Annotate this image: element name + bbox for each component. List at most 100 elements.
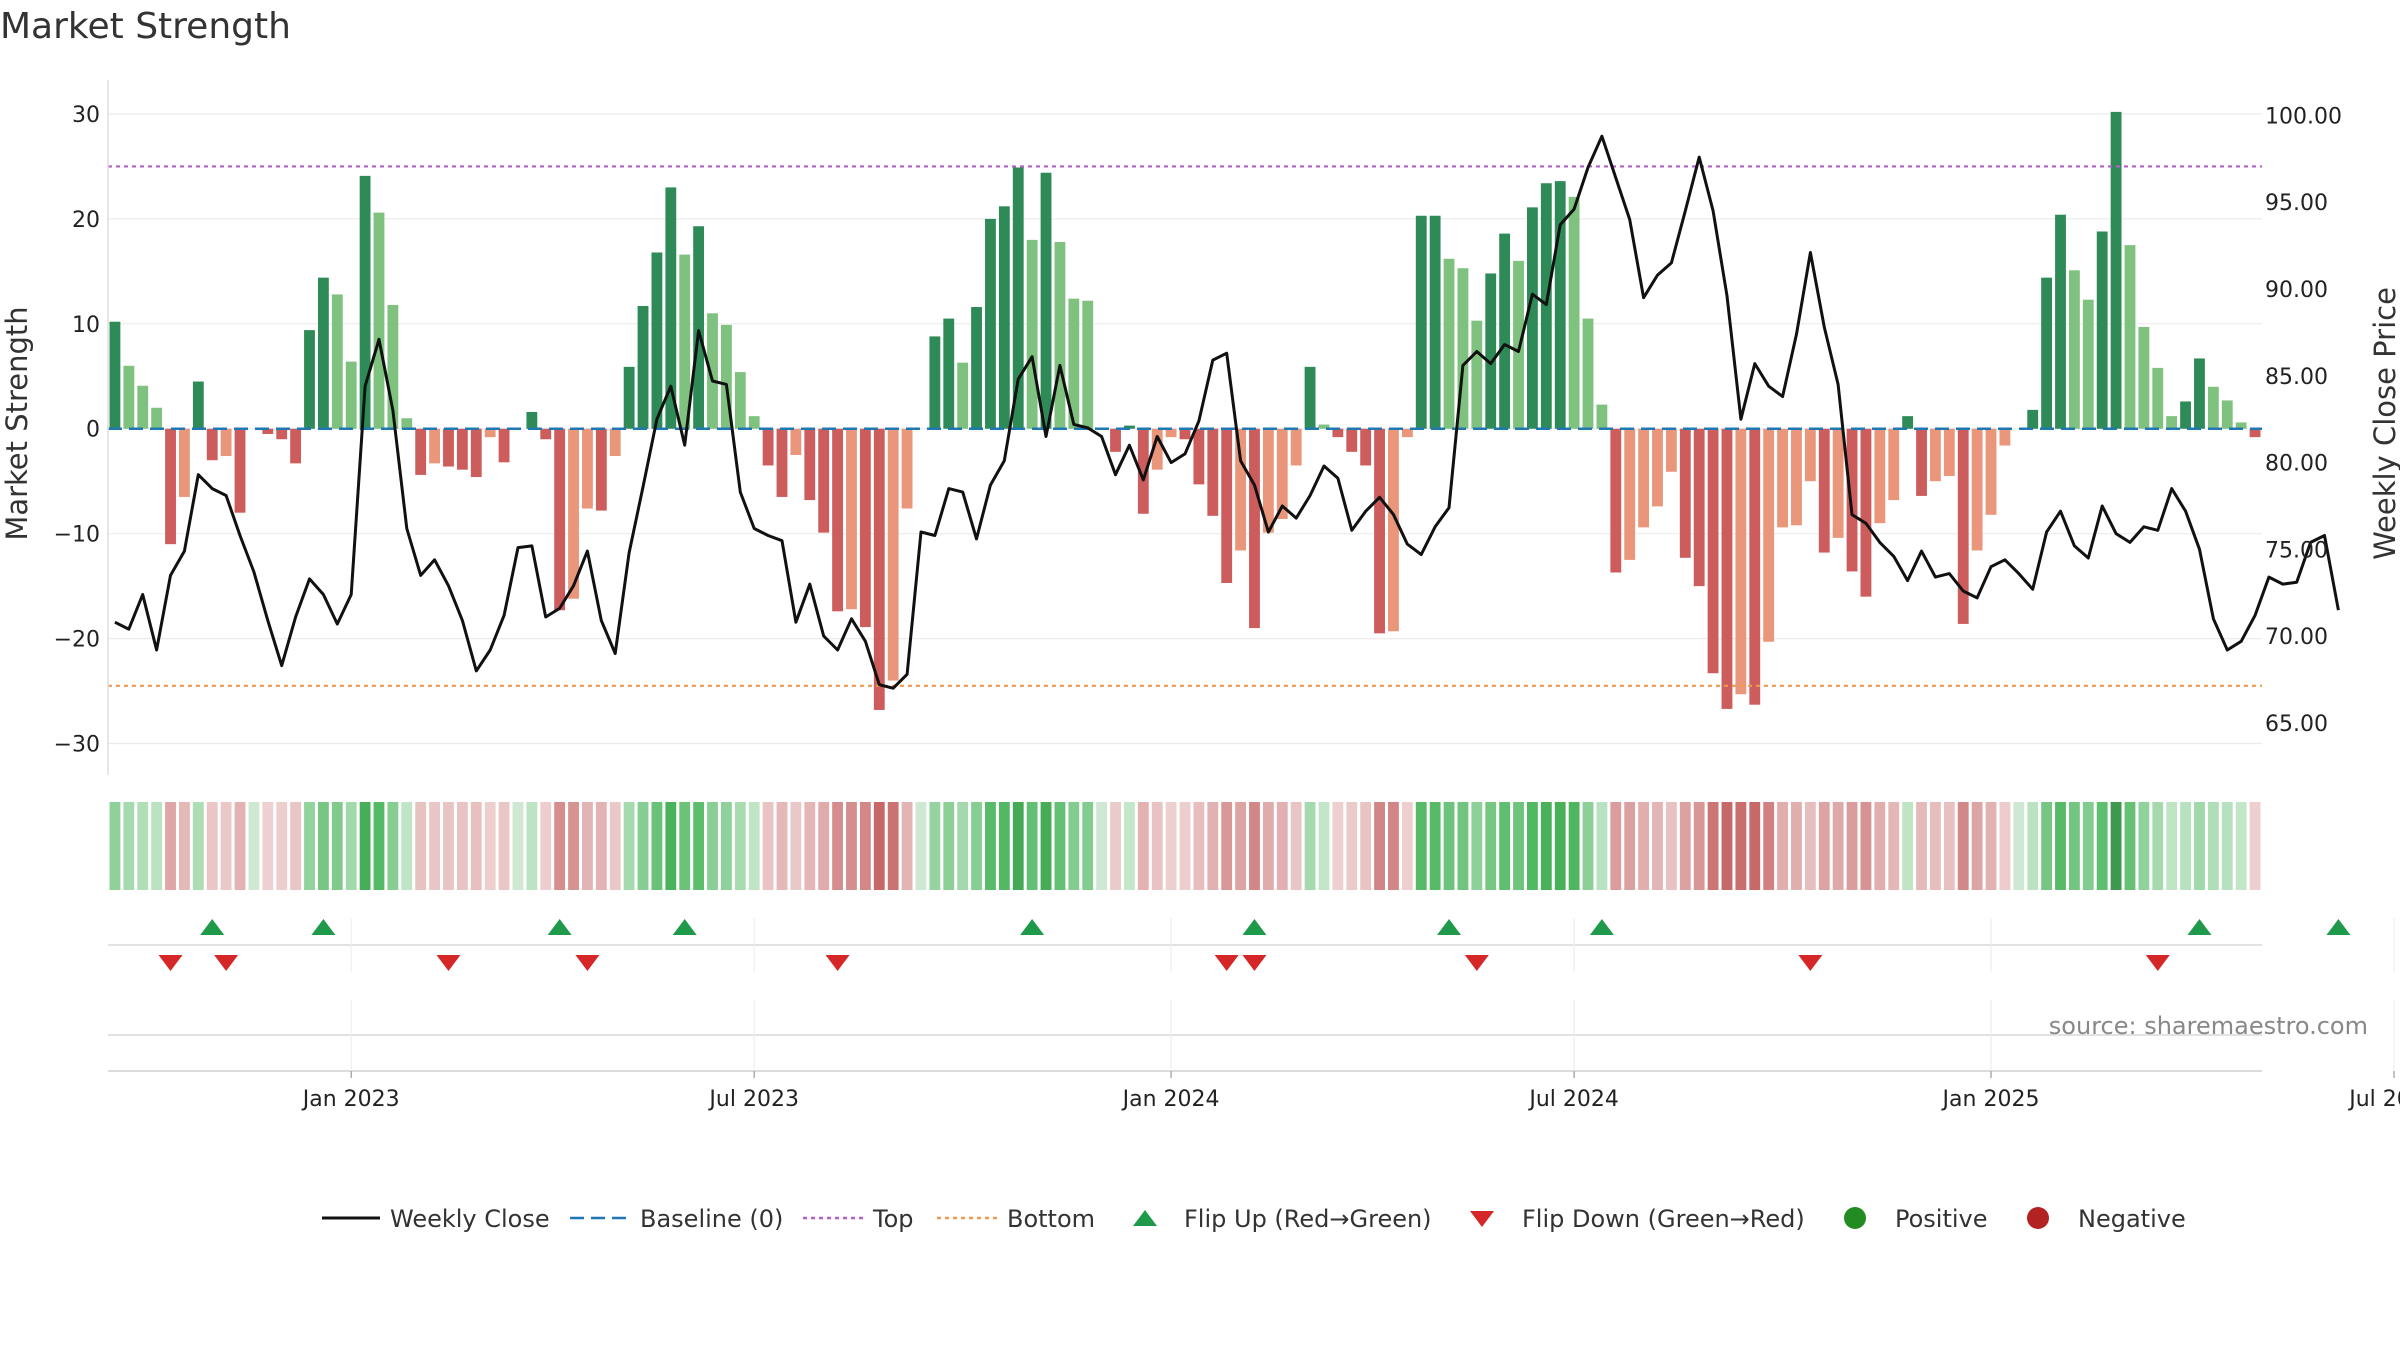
strength-bar	[2138, 326, 2150, 429]
heat-cell	[1526, 802, 1538, 890]
strength-bar	[2110, 111, 2122, 429]
heat-cell	[762, 802, 774, 890]
strength-bar	[1068, 298, 1080, 429]
heat-cell	[873, 802, 885, 890]
strength-bar	[1568, 196, 1580, 429]
strength-bar	[1888, 428, 1900, 501]
strength-bar	[1846, 428, 1858, 572]
strength-bar	[2249, 428, 2261, 438]
strength-bar	[707, 313, 718, 429]
heat-cell	[2110, 802, 2122, 890]
strength-bar	[679, 254, 691, 429]
heat-cell	[998, 802, 1010, 890]
strength-bar	[109, 321, 121, 429]
heat-cell	[1971, 802, 1983, 890]
heat-cell	[887, 802, 899, 890]
heat-cell	[484, 802, 496, 890]
strength-bar	[1151, 428, 1163, 470]
heat-cell	[1457, 802, 1469, 890]
heat-cell	[137, 802, 149, 890]
strength-bar	[151, 407, 163, 429]
heat-cell	[2152, 802, 2164, 890]
strength-bar	[1374, 428, 1385, 634]
strength-bar	[2235, 422, 2247, 429]
heat-cell	[304, 802, 315, 890]
strength-bar	[443, 428, 454, 467]
heat-cell	[957, 802, 969, 890]
strength-bar	[762, 428, 774, 466]
heat-cell	[1957, 802, 1969, 890]
heat-cell	[1040, 802, 1052, 890]
strength-bar	[317, 277, 329, 429]
heat-cell	[1249, 802, 1260, 890]
heat-cell	[234, 802, 246, 890]
heat-cell	[1151, 802, 1163, 890]
strength-bar	[540, 428, 552, 440]
strength-bar	[276, 428, 288, 440]
heat-cell	[262, 802, 274, 890]
heat-cell	[1221, 802, 1233, 890]
heat-cell	[1360, 802, 1372, 890]
heat-cell	[790, 802, 802, 890]
y-tick-label: 0	[86, 418, 100, 443]
x-tick-label: Jul 2023	[707, 1087, 799, 1112]
flip-up-marker	[2326, 919, 2351, 935]
heat-cell	[2180, 802, 2191, 890]
heat-cell	[609, 802, 621, 890]
flip-down-marker	[1464, 955, 1489, 971]
heat-cell	[1735, 802, 1747, 890]
strength-bar	[1165, 428, 1177, 438]
legend: Weekly Close Baseline (0) Top Bottom Flip Up…	[322, 1205, 2186, 1233]
flip-down-marker	[1214, 955, 1239, 971]
strength-bar	[387, 304, 399, 429]
lower-panel: Jan 2023 Jul 2023 Jan 2024 Jul 2024 Jan 2025…	[108, 1000, 2400, 1112]
heat-cell	[2166, 802, 2178, 890]
heat-cell	[1860, 802, 1872, 890]
heat-cell	[2068, 802, 2080, 890]
strength-bar	[1110, 428, 1121, 452]
x-tick-label: Jan 2023	[301, 1087, 400, 1112]
strength-bar	[2166, 416, 2178, 429]
strength-bar	[1040, 172, 1052, 429]
strength-bar	[2180, 401, 2191, 429]
heat-cell	[915, 802, 927, 890]
strength-bar	[1513, 260, 1524, 429]
strength-bar	[1610, 428, 1622, 573]
flip-up-marker	[547, 919, 572, 935]
y2-tick-label: 75.00	[2265, 538, 2328, 563]
heat-cell	[1638, 802, 1650, 890]
strength-bar	[1721, 428, 1733, 709]
heat-cell	[1165, 802, 1177, 890]
heat-cell	[512, 802, 524, 890]
strength-bar	[2096, 231, 2108, 429]
flip-down-marker	[158, 955, 183, 971]
legend-negative-swatch	[2027, 1207, 2049, 1229]
heat-cell	[1804, 802, 1816, 890]
legend-label: Bottom	[1007, 1205, 1095, 1233]
legend-item: Bottom	[937, 1205, 1095, 1233]
heat-cell	[1888, 802, 1900, 890]
heat-cell	[1763, 802, 1775, 890]
legend-label: Negative	[2078, 1205, 2186, 1233]
strength-bar	[873, 428, 885, 710]
strength-bar	[1401, 428, 1413, 438]
y2-tick-label: 65.00	[2265, 712, 2328, 737]
heat-cell	[359, 802, 371, 890]
strength-bar	[971, 307, 982, 429]
heat-cell	[693, 802, 705, 890]
strength-bar	[1624, 428, 1636, 560]
strength-bar	[1276, 428, 1288, 519]
heat-cell	[1485, 802, 1497, 890]
y2-tick-label: 85.00	[2265, 365, 2328, 390]
strength-bar	[887, 428, 899, 681]
strength-bar	[623, 366, 635, 429]
heat-cell	[1179, 802, 1191, 890]
strength-bar	[1749, 428, 1761, 705]
strength-bar	[1818, 428, 1830, 553]
heat-cell	[1916, 802, 1927, 890]
strength-bar	[456, 428, 468, 470]
strength-bar	[1985, 428, 1997, 515]
y2-tick-label: 80.00	[2265, 452, 2328, 477]
heat-cell	[1471, 802, 1483, 890]
source-label: source: sharemaestro.com	[2049, 1012, 2368, 1040]
